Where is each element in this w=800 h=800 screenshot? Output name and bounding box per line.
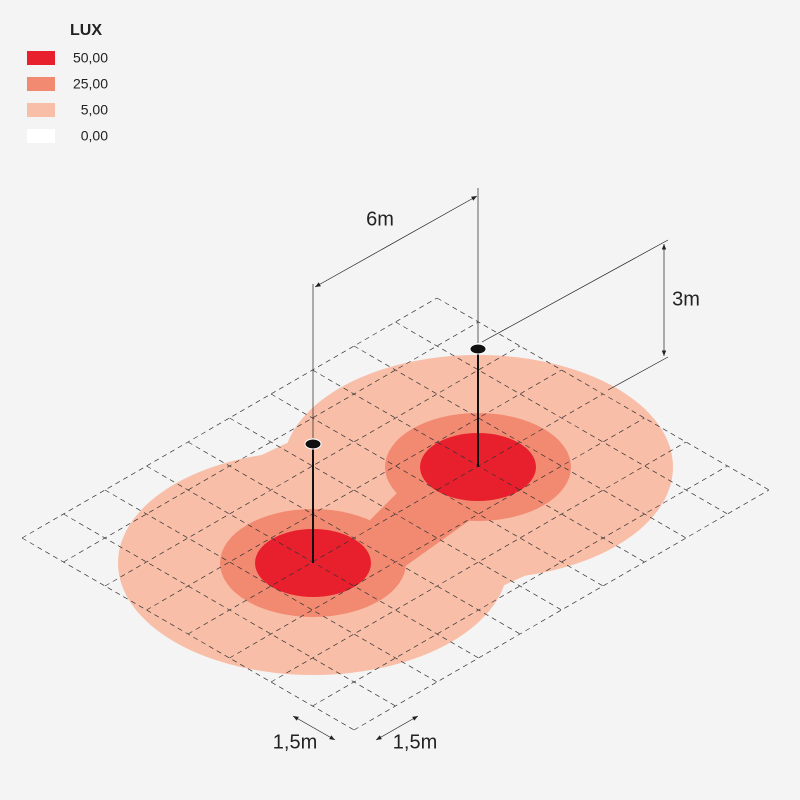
grid-line — [395, 321, 728, 515]
grid-line — [353, 489, 770, 731]
spacing-label: 6m — [366, 208, 394, 230]
dimension-line — [375, 715, 419, 741]
legend-title: LUX — [70, 22, 102, 39]
cell-label: 1,5m — [273, 731, 317, 753]
grid-line — [229, 417, 645, 659]
dimension-line — [314, 195, 478, 288]
extension-line — [481, 239, 669, 343]
grid-line — [312, 465, 728, 707]
legend-swatch — [27, 129, 55, 143]
extension-line — [607, 356, 669, 391]
grid-line — [104, 489, 438, 683]
legend-swatch — [27, 103, 55, 117]
lamp-head — [469, 343, 487, 355]
grid-line — [104, 345, 521, 587]
lamps — [304, 343, 487, 563]
grid-line — [270, 441, 687, 683]
legend-label: 50,00 — [73, 50, 108, 66]
legend-swatch — [27, 77, 55, 91]
grid-line — [146, 369, 562, 611]
legend-label: 25,00 — [73, 76, 108, 92]
legend-swatch — [27, 51, 55, 65]
legend-label: 0,00 — [81, 128, 108, 144]
grid-line — [63, 321, 479, 563]
zone-mid — [370, 480, 470, 570]
lamp-head — [304, 438, 322, 450]
grid-line — [187, 393, 604, 635]
height-label: 3m — [672, 288, 700, 310]
grid-line — [353, 345, 687, 539]
grid-line — [21, 297, 438, 539]
dimension-line — [292, 715, 336, 741]
legend-label: 5,00 — [81, 102, 108, 118]
legend: 50,00 25,00 5,00 0,00 — [27, 50, 108, 144]
grid-line — [270, 393, 604, 587]
cell-label: 1,5m — [393, 731, 437, 753]
grid-line — [229, 417, 562, 611]
dimension-lines — [292, 188, 669, 741]
